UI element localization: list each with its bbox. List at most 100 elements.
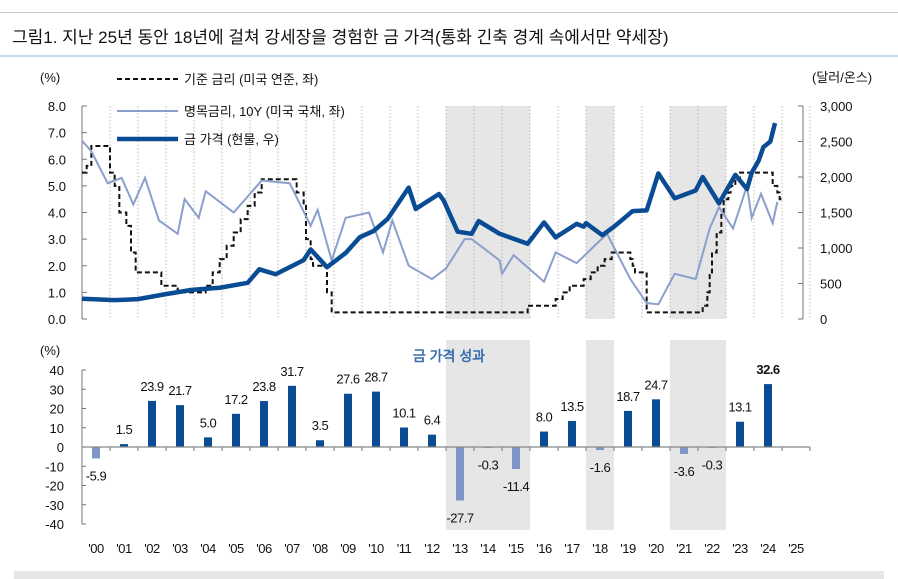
footer-bar: [14, 571, 884, 579]
bar-x-label: '15: [508, 541, 524, 556]
bar-y-tick-label: -20: [45, 479, 64, 494]
bar-y-tick-label: -10: [45, 459, 64, 474]
bar-x-label: '21: [676, 541, 692, 556]
bar-x-label: '01: [116, 541, 132, 556]
shaded-period: [446, 106, 530, 319]
bar-data-label: 27.6: [336, 372, 360, 387]
bar-x-label: '17: [564, 541, 580, 556]
bar-data-label: -0.3: [702, 458, 723, 473]
bar-x-label: '13: [452, 541, 468, 556]
bar-'12: [428, 434, 436, 447]
bar-data-label: 10.1: [392, 406, 416, 421]
left-tick-label: 4.0: [48, 206, 66, 221]
left-tick-label: 5.0: [48, 179, 66, 194]
bar-data-label: 28.7: [364, 370, 388, 385]
bar-x-label: '24: [760, 541, 776, 556]
bar-'00: [92, 447, 100, 459]
bar-x-label: '09: [340, 541, 356, 556]
bar-x-label: '18: [592, 541, 608, 556]
bar-data-label: 13.5: [560, 399, 584, 414]
bar-data-label: 32.6: [756, 362, 780, 377]
title-bar: 그림1. 지난 25년 동안 18년에 걸쳐 강세장을 경험한 금 가격(통화 …: [0, 12, 898, 57]
left-tick-label: 3.0: [48, 232, 66, 247]
series-line-0: [82, 144, 784, 314]
bar-x-label: '19: [620, 541, 636, 556]
bar-y-tick-label: 10: [50, 421, 64, 436]
right-tick-label: 2,500: [820, 135, 853, 150]
bar-x-label: '20: [648, 541, 664, 556]
bar-y-tick-label: 20: [50, 402, 64, 417]
legend-label: 명목금리, 10Y (미국 국채, 좌): [184, 104, 345, 119]
bar-'02: [148, 400, 156, 447]
bar-'21: [680, 447, 688, 454]
bar-data-label: 6.4: [424, 413, 441, 428]
bar-'24: [764, 384, 772, 447]
bar-data-label: 1.5: [116, 422, 133, 437]
bar-data-label: -3.6: [674, 464, 695, 479]
bar-x-label: '22: [704, 541, 720, 556]
bar-data-label: 23.9: [140, 379, 164, 394]
bar-x-label: '03: [172, 541, 188, 556]
legend-label: 기준 금리 (미국 연준, 좌): [184, 72, 318, 87]
bar-y-tick-label: -30: [45, 498, 64, 513]
left-tick-label: 2.0: [48, 259, 66, 274]
shaded-period: [670, 340, 726, 530]
bar-'08: [316, 440, 324, 447]
bar-'19: [624, 410, 632, 447]
bar-data-label: -27.7: [446, 510, 473, 525]
bar-'01: [120, 444, 128, 447]
bar-x-label: '07: [284, 541, 300, 556]
bar-data-label: 13.1: [728, 400, 752, 415]
bar-data-label: 5.0: [200, 415, 217, 430]
bar-x-label: '05: [228, 541, 244, 556]
bar-'04: [204, 437, 212, 447]
right-tick-label: 1,500: [820, 206, 853, 221]
bar-axis-unit: (%): [40, 343, 60, 358]
bar-chart-title: 금 가격 성과: [413, 348, 485, 364]
bar-x-label: '04: [200, 541, 216, 556]
shaded-period: [586, 340, 614, 530]
bar-x-label: '02: [144, 541, 160, 556]
right-tick-label: 500: [820, 277, 842, 292]
bar-data-label: 21.7: [168, 383, 192, 398]
bar-data-label: 17.2: [224, 392, 248, 407]
right-axis-unit: (달러/온스): [812, 70, 872, 85]
bar-'16: [540, 431, 548, 447]
bar-'17: [568, 420, 576, 447]
bar-x-label: '12: [424, 541, 440, 556]
bar-y-tick-label: -40: [45, 517, 64, 532]
bar-x-label: '25: [788, 541, 804, 556]
left-tick-label: 6.0: [48, 152, 66, 167]
bar-y-tick-label: 0: [57, 440, 64, 455]
shaded-period: [586, 106, 614, 319]
bar-y-tick-label: 40: [50, 363, 64, 378]
bar-data-label: 23.8: [252, 379, 276, 394]
bar-data-label: 31.7: [280, 364, 304, 379]
bar-data-label: -0.3: [478, 458, 499, 473]
left-tick-label: 1.0: [48, 285, 66, 300]
right-tick-label: 2,000: [820, 170, 853, 185]
bar-x-label: '10: [368, 541, 384, 556]
bar-x-label: '23: [732, 541, 748, 556]
legend-label: 금 가격 (현물, 우): [184, 132, 279, 147]
bar-'03: [176, 405, 184, 447]
bar-'05: [232, 413, 240, 447]
bar-'07: [288, 385, 296, 447]
bar-'10: [372, 391, 380, 447]
left-tick-label: 8.0: [48, 99, 66, 114]
bar-'09: [344, 393, 352, 447]
bar-'11: [400, 427, 408, 447]
bar-x-label: '00: [88, 541, 104, 556]
bar-y-tick-label: 30: [50, 382, 64, 397]
bar-data-label: 18.7: [616, 389, 640, 404]
bar-'06: [260, 401, 268, 447]
bar-x-label: '06: [256, 541, 272, 556]
bar-data-label: -1.6: [590, 460, 611, 475]
bar-x-label: '16: [536, 541, 552, 556]
bar-'18: [596, 447, 604, 451]
bar-x-label: '08: [312, 541, 328, 556]
bar-'15: [512, 447, 520, 470]
bar-data-label: 3.5: [312, 418, 329, 433]
